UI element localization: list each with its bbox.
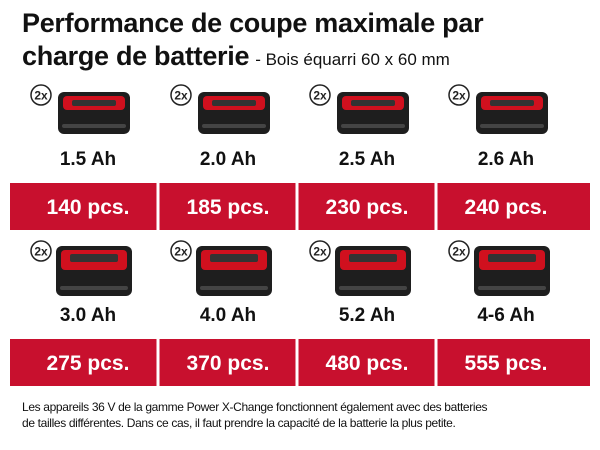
battery-slot	[349, 254, 397, 262]
battery-shine	[60, 286, 128, 290]
battery-slot	[488, 254, 536, 262]
count-label: 185 pcs.	[187, 196, 270, 219]
title: Performance de coupe maximale par	[22, 8, 484, 38]
band-divider	[434, 339, 438, 386]
badge-circle	[30, 240, 52, 262]
footnote: de tailles différentes. Dans ce cas, il …	[22, 416, 456, 430]
subtitle: - Bois équarri 60 x 60 mm	[255, 50, 450, 69]
badge-label: 2x	[34, 245, 48, 259]
battery-shine	[339, 286, 407, 290]
battery-shine	[202, 124, 266, 128]
band-divider	[156, 339, 160, 386]
count-label: 555 pcs.	[465, 352, 548, 375]
count-label: 275 pcs.	[47, 352, 130, 375]
band-divider	[156, 183, 160, 230]
battery-shine	[62, 124, 126, 128]
badge-label: 2x	[174, 245, 188, 259]
badge-circle	[309, 240, 331, 262]
capacity-label: 4.0 Ah	[200, 305, 256, 326]
badge-circle	[30, 84, 52, 106]
capacity-label: 2.5 Ah	[339, 149, 395, 170]
capacity-label: 4-6 Ah	[477, 305, 534, 326]
badge-circle	[309, 84, 331, 106]
capacity-label: 2.0 Ah	[200, 149, 256, 170]
battery-shine	[480, 124, 544, 128]
battery-slot	[70, 254, 118, 262]
badge-circle	[448, 84, 470, 106]
badge-circle	[170, 240, 192, 262]
band-divider	[295, 183, 299, 230]
battery-slot	[72, 100, 116, 106]
badge-circle	[170, 84, 192, 106]
battery-slot	[351, 100, 395, 106]
badge-label: 2x	[313, 89, 327, 103]
battery-slot	[490, 100, 534, 106]
capacity-label: 3.0 Ah	[60, 305, 116, 326]
badge-label: 2x	[313, 245, 327, 259]
battery-slot	[212, 100, 256, 106]
capacity-label: 2.6 Ah	[478, 149, 534, 170]
battery-shine	[341, 124, 405, 128]
capacity-label: 1.5 Ah	[60, 149, 116, 170]
count-label: 370 pcs.	[187, 352, 270, 375]
footnote: Les appareils 36 V de la gamme Power X-C…	[22, 400, 488, 414]
count-label: 480 pcs.	[326, 352, 409, 375]
badge-label: 2x	[34, 89, 48, 103]
band-divider	[295, 339, 299, 386]
title-line: charge de batterie - Bois équarri 60 x 60…	[22, 41, 450, 72]
battery-shine	[478, 286, 546, 290]
badge-label: 2x	[452, 89, 466, 103]
count-band	[10, 339, 590, 386]
badge-circle	[448, 240, 470, 262]
count-label: 140 pcs.	[47, 196, 130, 219]
title: charge de batterie	[22, 41, 250, 71]
band-divider	[434, 183, 438, 230]
capacity-label: 5.2 Ah	[339, 305, 395, 326]
battery-slot	[210, 254, 258, 262]
count-label: 230 pcs.	[326, 196, 409, 219]
badge-label: 2x	[174, 89, 188, 103]
battery-shine	[200, 286, 268, 290]
count-label: 240 pcs.	[465, 196, 548, 219]
count-band	[10, 183, 590, 230]
badge-label: 2x	[452, 245, 466, 259]
